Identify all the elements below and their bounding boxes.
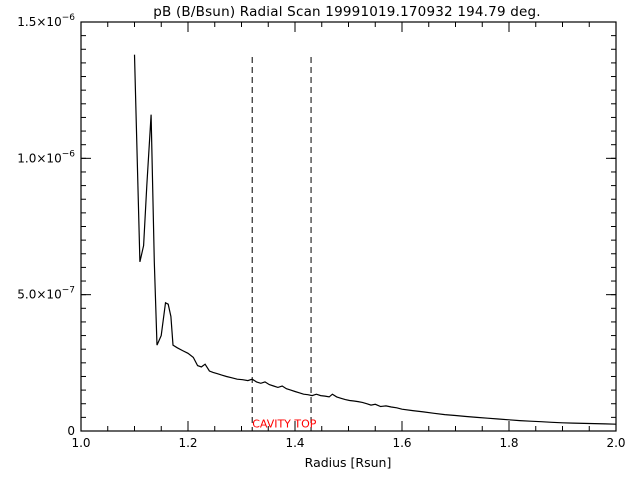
y-tick-label: 1.0×10−6	[17, 149, 75, 165]
x-tick-label: 2.0	[606, 436, 625, 450]
series-line	[133, 54, 617, 425]
y-tick-label: 0	[67, 424, 75, 438]
x-tick-label: 1.8	[499, 436, 518, 450]
x-axis-label: Radius [Rsun]	[305, 455, 392, 470]
plot-frame	[80, 21, 617, 432]
chart-title: pB (B/Bsun) Radial Scan 19991019.170932 …	[153, 4, 541, 20]
y-tick-label: 5.0×10−7	[17, 286, 75, 302]
reference-lines	[251, 57, 312, 431]
y-tick-label: 1.5×10−6	[17, 13, 75, 29]
x-tick-label: 1.6	[392, 436, 411, 450]
tick-labels: 1.0 1.2 1.4 1.6 1.8 2.0 0 5.0×10−7 1.0×10−6 1.5×1…	[17, 13, 625, 450]
x-tick-label: 1.0	[71, 436, 90, 450]
x-tick-label: 1.4	[285, 436, 304, 450]
cavity-top-annotation: CAVITY TOP	[252, 418, 317, 431]
x-tick-label: 1.2	[178, 436, 197, 450]
